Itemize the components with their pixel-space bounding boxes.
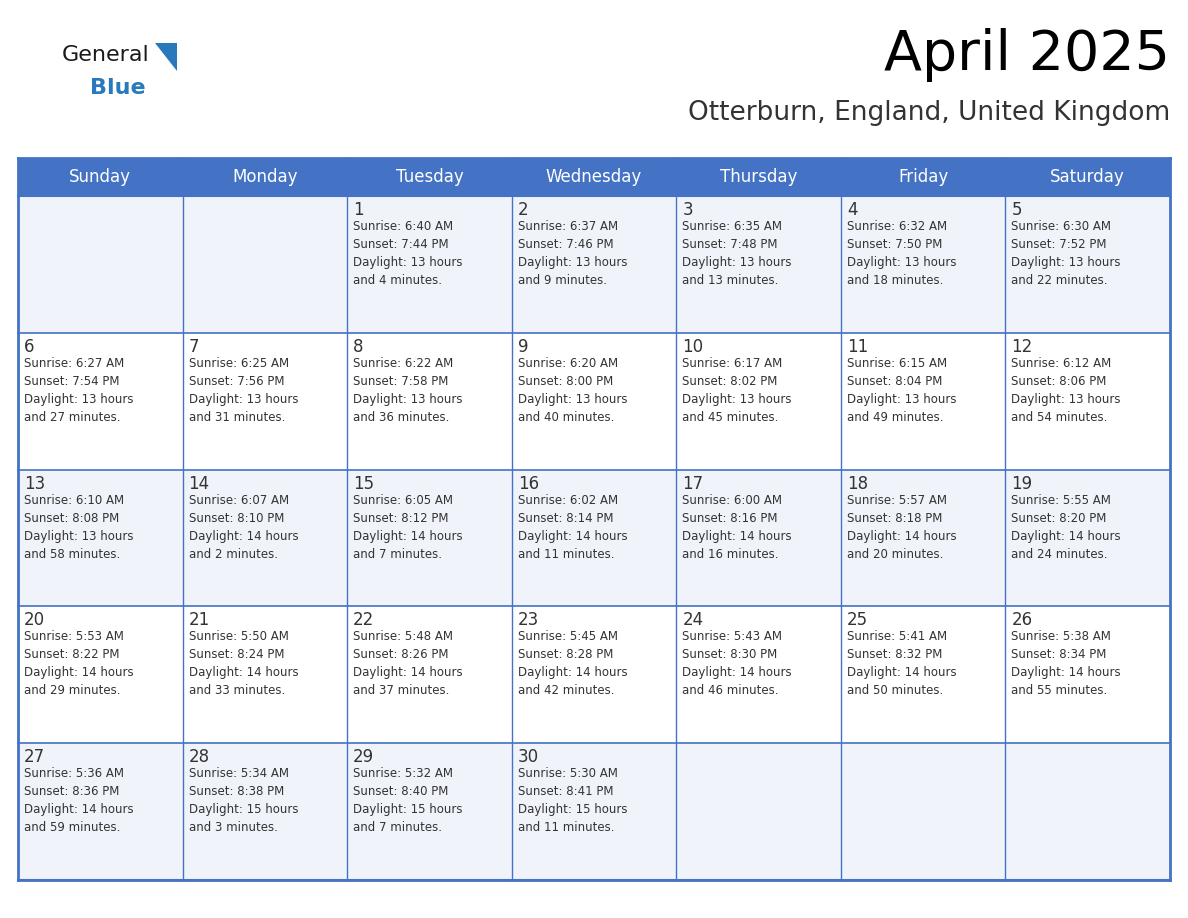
Text: Saturday: Saturday	[1050, 168, 1125, 186]
Text: 5: 5	[1011, 201, 1022, 219]
Text: 9: 9	[518, 338, 529, 356]
Text: 21: 21	[189, 611, 210, 630]
Text: Blue: Blue	[90, 78, 146, 98]
Text: Sunrise: 6:35 AM
Sunset: 7:48 PM
Daylight: 13 hours
and 13 minutes.: Sunrise: 6:35 AM Sunset: 7:48 PM Dayligh…	[682, 220, 791, 287]
Bar	[18, 158, 1170, 196]
Text: Sunrise: 6:30 AM
Sunset: 7:52 PM
Daylight: 13 hours
and 22 minutes.: Sunrise: 6:30 AM Sunset: 7:52 PM Dayligh…	[1011, 220, 1121, 287]
Text: 11: 11	[847, 338, 868, 356]
Text: Sunrise: 5:57 AM
Sunset: 8:18 PM
Daylight: 14 hours
and 20 minutes.: Sunrise: 5:57 AM Sunset: 8:18 PM Dayligh…	[847, 494, 956, 561]
Text: Sunrise: 5:50 AM
Sunset: 8:24 PM
Daylight: 14 hours
and 33 minutes.: Sunrise: 5:50 AM Sunset: 8:24 PM Dayligh…	[189, 631, 298, 698]
Text: 29: 29	[353, 748, 374, 767]
Text: 23: 23	[518, 611, 539, 630]
Text: 17: 17	[682, 475, 703, 493]
Text: Wednesday: Wednesday	[545, 168, 643, 186]
Text: Sunrise: 6:10 AM
Sunset: 8:08 PM
Daylight: 13 hours
and 58 minutes.: Sunrise: 6:10 AM Sunset: 8:08 PM Dayligh…	[24, 494, 133, 561]
Text: 18: 18	[847, 475, 868, 493]
Text: Sunrise: 5:53 AM
Sunset: 8:22 PM
Daylight: 14 hours
and 29 minutes.: Sunrise: 5:53 AM Sunset: 8:22 PM Dayligh…	[24, 631, 133, 698]
Bar	[18, 196, 1170, 333]
Text: Sunrise: 5:30 AM
Sunset: 8:41 PM
Daylight: 15 hours
and 11 minutes.: Sunrise: 5:30 AM Sunset: 8:41 PM Dayligh…	[518, 767, 627, 834]
Text: Sunrise: 6:25 AM
Sunset: 7:56 PM
Daylight: 13 hours
and 31 minutes.: Sunrise: 6:25 AM Sunset: 7:56 PM Dayligh…	[189, 357, 298, 424]
Text: 1: 1	[353, 201, 364, 219]
Text: 15: 15	[353, 475, 374, 493]
Text: 13: 13	[24, 475, 45, 493]
Text: Sunrise: 6:15 AM
Sunset: 8:04 PM
Daylight: 13 hours
and 49 minutes.: Sunrise: 6:15 AM Sunset: 8:04 PM Dayligh…	[847, 357, 956, 424]
Text: General: General	[62, 45, 150, 65]
Text: Sunrise: 6:00 AM
Sunset: 8:16 PM
Daylight: 14 hours
and 16 minutes.: Sunrise: 6:00 AM Sunset: 8:16 PM Dayligh…	[682, 494, 792, 561]
Text: 19: 19	[1011, 475, 1032, 493]
Text: 20: 20	[24, 611, 45, 630]
Text: 16: 16	[518, 475, 539, 493]
Text: 27: 27	[24, 748, 45, 767]
Text: Sunrise: 6:20 AM
Sunset: 8:00 PM
Daylight: 13 hours
and 40 minutes.: Sunrise: 6:20 AM Sunset: 8:00 PM Dayligh…	[518, 357, 627, 424]
Bar	[18, 607, 1170, 744]
Text: 12: 12	[1011, 338, 1032, 356]
Bar	[18, 744, 1170, 880]
Text: 25: 25	[847, 611, 868, 630]
Text: 10: 10	[682, 338, 703, 356]
Text: Sunrise: 6:32 AM
Sunset: 7:50 PM
Daylight: 13 hours
and 18 minutes.: Sunrise: 6:32 AM Sunset: 7:50 PM Dayligh…	[847, 220, 956, 287]
Text: Sunrise: 6:05 AM
Sunset: 8:12 PM
Daylight: 14 hours
and 7 minutes.: Sunrise: 6:05 AM Sunset: 8:12 PM Dayligh…	[353, 494, 463, 561]
Text: Sunrise: 5:36 AM
Sunset: 8:36 PM
Daylight: 14 hours
and 59 minutes.: Sunrise: 5:36 AM Sunset: 8:36 PM Dayligh…	[24, 767, 133, 834]
Text: 28: 28	[189, 748, 210, 767]
Text: 6: 6	[24, 338, 34, 356]
Text: Sunrise: 5:48 AM
Sunset: 8:26 PM
Daylight: 14 hours
and 37 minutes.: Sunrise: 5:48 AM Sunset: 8:26 PM Dayligh…	[353, 631, 463, 698]
Text: Otterburn, England, United Kingdom: Otterburn, England, United Kingdom	[688, 100, 1170, 126]
Text: 7: 7	[189, 338, 200, 356]
Text: Sunrise: 6:17 AM
Sunset: 8:02 PM
Daylight: 13 hours
and 45 minutes.: Sunrise: 6:17 AM Sunset: 8:02 PM Dayligh…	[682, 357, 791, 424]
Text: Thursday: Thursday	[720, 168, 797, 186]
Text: Sunrise: 6:12 AM
Sunset: 8:06 PM
Daylight: 13 hours
and 54 minutes.: Sunrise: 6:12 AM Sunset: 8:06 PM Dayligh…	[1011, 357, 1121, 424]
Text: Tuesday: Tuesday	[396, 168, 463, 186]
Text: 24: 24	[682, 611, 703, 630]
Text: Sunrise: 5:41 AM
Sunset: 8:32 PM
Daylight: 14 hours
and 50 minutes.: Sunrise: 5:41 AM Sunset: 8:32 PM Dayligh…	[847, 631, 956, 698]
Text: Sunrise: 5:45 AM
Sunset: 8:28 PM
Daylight: 14 hours
and 42 minutes.: Sunrise: 5:45 AM Sunset: 8:28 PM Dayligh…	[518, 631, 627, 698]
Text: Monday: Monday	[232, 168, 298, 186]
Text: Sunrise: 6:22 AM
Sunset: 7:58 PM
Daylight: 13 hours
and 36 minutes.: Sunrise: 6:22 AM Sunset: 7:58 PM Dayligh…	[353, 357, 462, 424]
Text: 4: 4	[847, 201, 858, 219]
Text: Sunrise: 6:07 AM
Sunset: 8:10 PM
Daylight: 14 hours
and 2 minutes.: Sunrise: 6:07 AM Sunset: 8:10 PM Dayligh…	[189, 494, 298, 561]
Text: Sunrise: 5:55 AM
Sunset: 8:20 PM
Daylight: 14 hours
and 24 minutes.: Sunrise: 5:55 AM Sunset: 8:20 PM Dayligh…	[1011, 494, 1121, 561]
Polygon shape	[154, 43, 177, 71]
Text: April 2025: April 2025	[884, 28, 1170, 82]
Text: Sunrise: 5:34 AM
Sunset: 8:38 PM
Daylight: 15 hours
and 3 minutes.: Sunrise: 5:34 AM Sunset: 8:38 PM Dayligh…	[189, 767, 298, 834]
Text: Sunrise: 6:27 AM
Sunset: 7:54 PM
Daylight: 13 hours
and 27 minutes.: Sunrise: 6:27 AM Sunset: 7:54 PM Dayligh…	[24, 357, 133, 424]
Text: Sunrise: 5:43 AM
Sunset: 8:30 PM
Daylight: 14 hours
and 46 minutes.: Sunrise: 5:43 AM Sunset: 8:30 PM Dayligh…	[682, 631, 792, 698]
Bar	[18, 470, 1170, 607]
Text: Sunrise: 5:32 AM
Sunset: 8:40 PM
Daylight: 15 hours
and 7 minutes.: Sunrise: 5:32 AM Sunset: 8:40 PM Dayligh…	[353, 767, 462, 834]
Text: Sunrise: 5:38 AM
Sunset: 8:34 PM
Daylight: 14 hours
and 55 minutes.: Sunrise: 5:38 AM Sunset: 8:34 PM Dayligh…	[1011, 631, 1121, 698]
Text: 22: 22	[353, 611, 374, 630]
Text: 2: 2	[518, 201, 529, 219]
Text: Sunrise: 6:37 AM
Sunset: 7:46 PM
Daylight: 13 hours
and 9 minutes.: Sunrise: 6:37 AM Sunset: 7:46 PM Dayligh…	[518, 220, 627, 287]
Bar	[18, 333, 1170, 470]
Text: 30: 30	[518, 748, 539, 767]
Text: Friday: Friday	[898, 168, 948, 186]
Text: 8: 8	[353, 338, 364, 356]
Text: 3: 3	[682, 201, 693, 219]
Text: 26: 26	[1011, 611, 1032, 630]
Text: Sunrise: 6:02 AM
Sunset: 8:14 PM
Daylight: 14 hours
and 11 minutes.: Sunrise: 6:02 AM Sunset: 8:14 PM Dayligh…	[518, 494, 627, 561]
Text: Sunday: Sunday	[69, 168, 132, 186]
Text: 14: 14	[189, 475, 210, 493]
Text: Sunrise: 6:40 AM
Sunset: 7:44 PM
Daylight: 13 hours
and 4 minutes.: Sunrise: 6:40 AM Sunset: 7:44 PM Dayligh…	[353, 220, 462, 287]
